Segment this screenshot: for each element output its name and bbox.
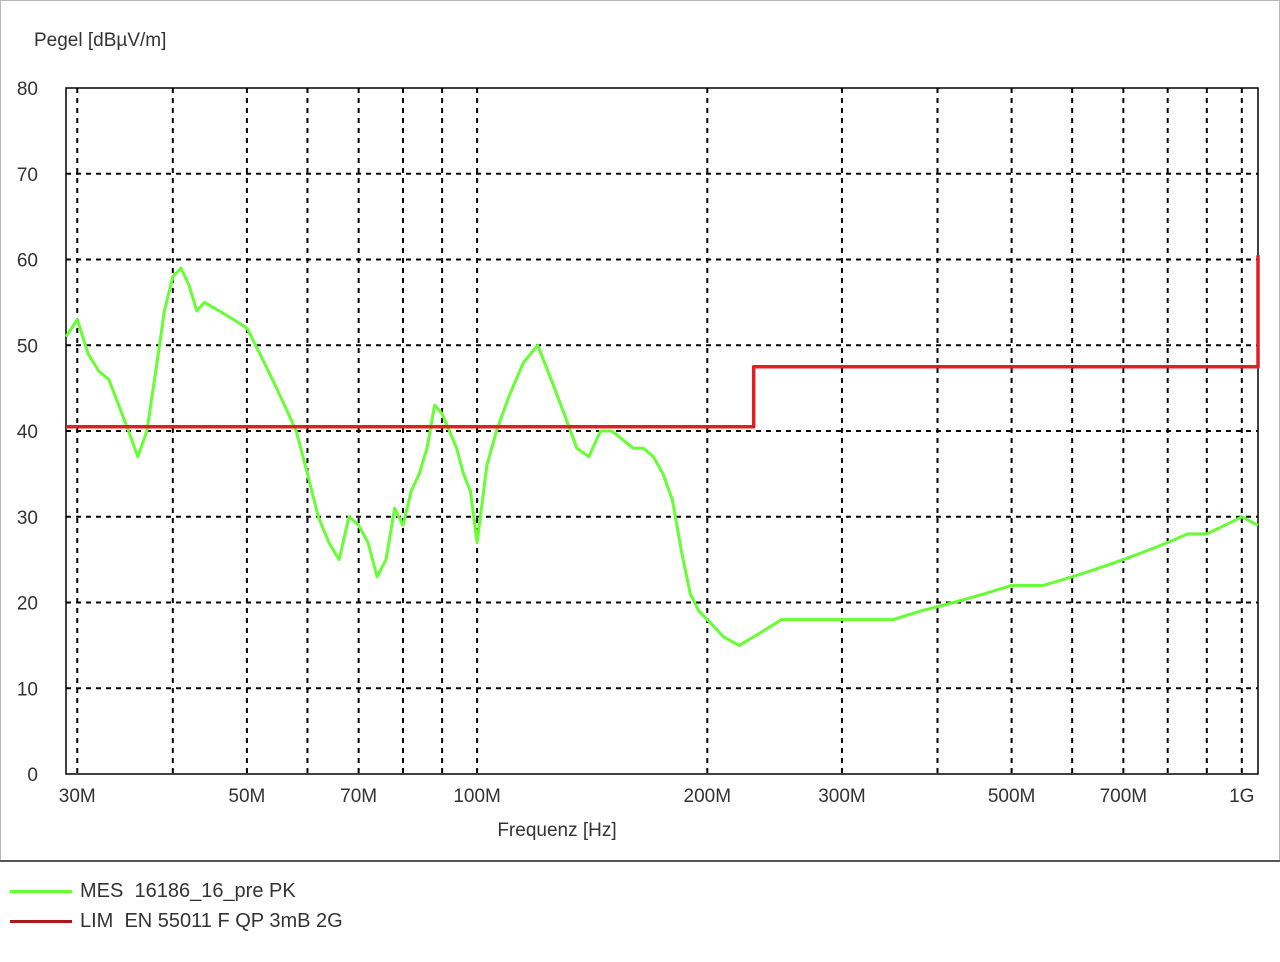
legend-label-limit: LIM EN 55011 F QP 3mB 2G [80, 909, 343, 932]
legend-label-measurement: MES 16186_16_pre PK [80, 879, 296, 902]
legend-swatch-limit [10, 919, 72, 923]
series-layer [64, 255, 1260, 647]
legend-item-measurement: MES 16186_16_pre PK [10, 878, 296, 904]
x-tick-label: 100M [453, 786, 501, 807]
x-tick-label: 70M [340, 786, 377, 807]
x-tick-label: 30M [59, 786, 96, 807]
x-axis-label: Frequenz [Hz] [497, 820, 616, 841]
y-tick-label: 80 [17, 79, 38, 100]
y-tick-label: 10 [17, 679, 38, 700]
y-tick-label: 0 [27, 765, 38, 786]
y-tick-label: 40 [17, 422, 38, 443]
grid-layer [66, 88, 1258, 774]
x-tick-label: 300M [818, 786, 866, 807]
series-line-limit [66, 255, 1260, 429]
x-tick-label: 50M [228, 786, 265, 807]
x-tick-label: 500M [988, 786, 1036, 807]
y-tick-label: 60 [17, 251, 38, 272]
y-axis-label: Pegel [dBµV/m] [34, 30, 166, 51]
y-tick-label: 30 [17, 508, 38, 529]
legend-item-limit: LIM EN 55011 F QP 3mB 2G [10, 908, 343, 934]
legend-swatch-measurement [10, 889, 72, 893]
y-tick-label: 20 [17, 594, 38, 615]
x-tick-label: 200M [684, 786, 732, 807]
legend: MES 16186_16_pre PK LIM EN 55011 F QP 3m… [0, 860, 1280, 962]
x-tick-label: 700M [1100, 786, 1148, 807]
series-line-measurement [64, 266, 1259, 647]
x-tick-label: 1G [1229, 786, 1254, 807]
y-tick-label: 50 [17, 336, 38, 357]
y-tick-label: 70 [17, 165, 38, 186]
chart-svg: 0 10 20 30 40 50 60 70 80 30M 50M 70M 100M 200M 300M 50… [17, 30, 1260, 841]
tick-layer: 0 10 20 30 40 50 60 70 80 30M 50M 70M 100M 200M 300M 50… [17, 79, 1255, 807]
